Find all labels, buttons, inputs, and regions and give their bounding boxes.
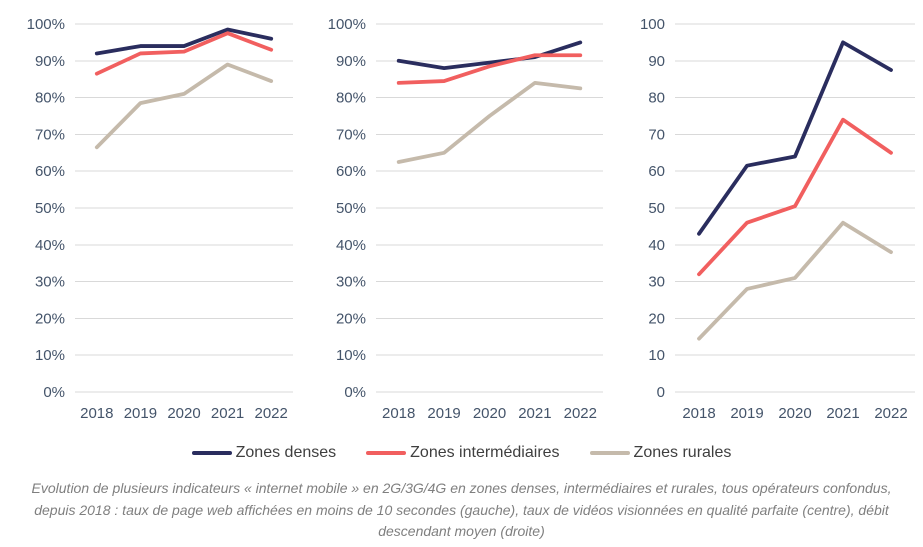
legend-item-zones-intermediaires: Zones intermédiaires <box>366 444 560 462</box>
x-tick-label: 2019 <box>730 405 763 422</box>
y-tick-label: 90% <box>35 53 65 70</box>
legend: Zones denses Zones intermédiaires Zones … <box>0 440 923 466</box>
y-tick-label: 30% <box>35 274 65 291</box>
y-tick-label: 20% <box>336 310 366 327</box>
legend-label-zones-intermediaires: Zones intermédiaires <box>410 444 560 461</box>
chart-right: 0 10 20 30 40 50 60 70 80 90 100 2018 2019 2020 2021 20… <box>611 2 923 432</box>
y-tick-label: 70% <box>35 126 65 143</box>
y-tick-label: 0 <box>657 384 665 401</box>
legend-line-swatch-zones-denses <box>191 450 232 456</box>
x-tick-label: 2022 <box>874 405 907 422</box>
y-tick-label: 100% <box>328 16 366 33</box>
y-tick-label: 10% <box>35 347 65 364</box>
y-tick-label: 50 <box>648 200 665 217</box>
y-tick-label: 40% <box>336 237 366 254</box>
y-tick-label: 20 <box>648 310 665 327</box>
x-tick-label: 2022 <box>255 405 288 422</box>
legend-label-zones-rurales: Zones rurales <box>633 444 732 461</box>
legend-line-swatch-zones-intermediaires <box>366 450 407 456</box>
y-tick-label: 100% <box>27 16 65 33</box>
series-line-zones-rurales <box>94 62 274 150</box>
series-line-zones-rurales <box>396 80 583 164</box>
series-line-zones-intermediaires <box>396 53 583 85</box>
y-tick-label: 60% <box>35 163 65 180</box>
series-line-zones-denses <box>94 27 274 56</box>
chart-left: 0% 10% 20% 30% 40% 50% 60% 70% 80% 90% 100% 2018 201… <box>0 2 301 432</box>
x-tick-label: 2019 <box>124 405 157 422</box>
line-chart-left: 0% 10% 20% 30% 40% 50% 60% 70% 80% 90% 100% 2018 201… <box>27 16 293 422</box>
x-tick-label: 2018 <box>382 405 415 422</box>
y-tick-label: 80 <box>648 90 665 107</box>
series-line-zones-denses <box>697 40 893 236</box>
y-tick-label: 0% <box>43 384 65 401</box>
series-line-zones-intermediaires <box>94 31 274 76</box>
y-tick-label: 40 <box>648 237 665 254</box>
y-tick-label: 20% <box>35 310 65 327</box>
series-line-zones-rurales <box>697 220 893 341</box>
y-tick-label: 90 <box>648 53 665 70</box>
line-chart-center: 0% 10% 20% 30% 40% 50% 60% 70% 80% 90% 100% 2018 201… <box>328 16 603 422</box>
legend-item-zones-denses: Zones denses <box>191 444 337 462</box>
x-tick-label: 2021 <box>518 405 551 422</box>
x-tick-label: 2019 <box>427 405 460 422</box>
y-tick-label: 30% <box>336 274 366 291</box>
y-tick-label: 0% <box>344 384 366 401</box>
y-tick-label: 30 <box>648 274 665 291</box>
y-tick-label: 50% <box>35 200 65 217</box>
legend-label-zones-denses: Zones denses <box>235 444 337 461</box>
y-tick-label: 90% <box>336 53 366 70</box>
x-tick-label: 2020 <box>473 405 506 422</box>
series-line-zones-denses <box>396 40 583 71</box>
y-tick-label: 80% <box>35 90 65 107</box>
legend-line-swatch-zones-rurales <box>589 450 630 456</box>
x-tick-label: 2020 <box>778 405 811 422</box>
legend-item-zones-rurales: Zones rurales <box>589 444 732 462</box>
series-line-zones-intermediaires <box>697 117 893 277</box>
charts-row: 0% 10% 20% 30% 40% 50% 60% 70% 80% 90% 100% 2018 201… <box>0 2 923 432</box>
y-tick-label: 10% <box>336 347 366 364</box>
y-tick-label: 60 <box>648 163 665 180</box>
y-tick-label: 60% <box>336 163 366 180</box>
y-tick-label: 80% <box>336 90 366 107</box>
chart-center: 0% 10% 20% 30% 40% 50% 60% 70% 80% 90% 100% 2018 201… <box>301 2 611 432</box>
figure-caption: Evolution de plusieurs indicateurs « int… <box>31 480 892 540</box>
y-tick-label: 100 <box>640 16 665 33</box>
y-tick-label: 10 <box>648 347 665 364</box>
x-tick-label: 2020 <box>167 405 200 422</box>
x-tick-label: 2018 <box>682 405 715 422</box>
y-tick-label: 70 <box>648 126 665 143</box>
line-chart-right: 0 10 20 30 40 50 60 70 80 90 100 2018 2019 2020 2021 20… <box>640 16 915 422</box>
y-tick-label: 70% <box>336 126 366 143</box>
y-tick-label: 40% <box>35 237 65 254</box>
x-tick-label: 2022 <box>564 405 597 422</box>
x-tick-label: 2021 <box>211 405 244 422</box>
x-tick-label: 2018 <box>80 405 113 422</box>
y-tick-label: 50% <box>336 200 366 217</box>
x-tick-label: 2021 <box>826 405 859 422</box>
